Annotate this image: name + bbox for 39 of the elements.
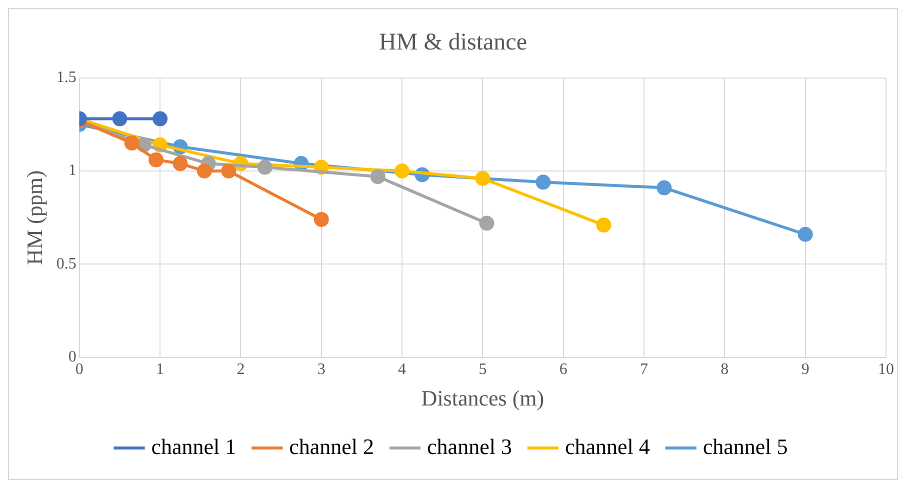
legend-label: channel 3 xyxy=(427,434,512,459)
x-tick-label: 5 xyxy=(478,361,487,378)
x-tick-label: 6 xyxy=(559,361,568,378)
y-tick-label: 0 xyxy=(68,348,76,366)
point xyxy=(152,111,168,126)
x-tick-label: 3 xyxy=(317,361,326,378)
point xyxy=(394,164,410,178)
point xyxy=(196,164,212,178)
x-axis-title: Distances (m) xyxy=(421,386,544,411)
point xyxy=(370,169,386,184)
legend-label: channel 4 xyxy=(564,434,650,459)
x-tick-label: 8 xyxy=(720,361,729,378)
point xyxy=(314,212,329,227)
y-tick-label: 1.5 xyxy=(56,69,76,86)
point xyxy=(798,226,813,242)
chart-title: HM & distance xyxy=(379,30,527,56)
legend-label: channel 5 xyxy=(702,434,788,459)
point xyxy=(148,152,164,168)
point xyxy=(124,136,140,151)
y-tick-label: 0.5 xyxy=(56,255,76,272)
x-tick-label: 9 xyxy=(801,361,810,378)
point xyxy=(656,180,672,196)
x-tick-label: 2 xyxy=(236,361,245,378)
y-axis-title: HM (ppm) xyxy=(22,170,47,265)
point xyxy=(221,164,236,178)
point xyxy=(475,170,490,186)
point xyxy=(112,111,128,126)
point xyxy=(257,160,272,175)
y-tick-label: 1 xyxy=(68,162,76,180)
point xyxy=(536,174,551,190)
x-tick-label: 7 xyxy=(640,361,648,378)
x-tick-label: 10 xyxy=(878,361,894,378)
legend-label: channel 2 xyxy=(289,434,374,459)
point xyxy=(596,218,612,233)
legend-label: channel 1 xyxy=(151,434,236,459)
point xyxy=(172,156,188,172)
point xyxy=(479,216,494,231)
x-tick-label: 1 xyxy=(156,361,164,378)
x-tick-label: 4 xyxy=(398,361,406,378)
